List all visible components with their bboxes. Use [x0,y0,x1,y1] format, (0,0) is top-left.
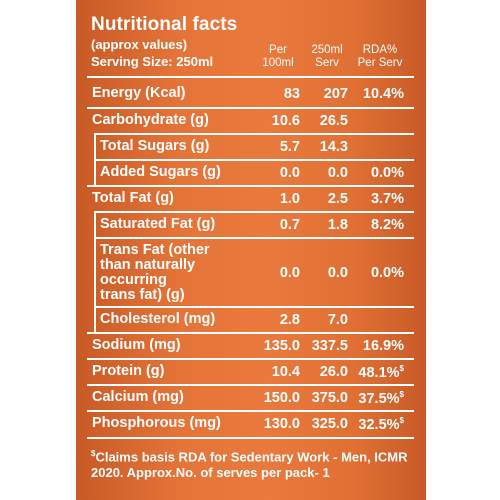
value-per-100ml: 5.7 [279,139,300,155]
value-per-serving: 1.8 [327,217,348,233]
value-per-100ml: 130.0 [263,416,300,432]
row-label-protein: Protein (g) [92,363,165,379]
row-label-sodium: Sodium (mg) [92,337,181,353]
value-per-serving: 0.0 [327,265,348,281]
row-divider [95,237,414,239]
serving-size: Serving Size: 250ml [91,54,214,69]
row-label-phosphorous: Phosphorous (mg) [92,415,221,431]
approx-note: (approx values) [91,37,188,52]
footnote-marker: $ [399,364,404,373]
value-per-100ml: 2.8 [279,312,300,328]
col-header-per-100ml: Per 100ml [262,44,294,69]
footnote: $Claims basis RDA for Sedentary Work - M… [91,449,408,481]
col-header-rda: RDA% Per Serv [357,44,403,69]
footnote-marker: $ [91,449,96,458]
col-header-per-serving: 250ml Serv [311,44,343,69]
value-rda: 32.5%$ [358,416,404,433]
value-per-100ml: 10.4 [271,364,300,380]
value-rda: 16.9% [362,338,404,354]
row-divider [95,211,414,213]
row-divider [95,306,414,308]
row-label-added-sugars: Added Sugars (g) [100,164,221,180]
value-per-100ml: 0.0 [279,265,300,281]
indent-line [94,211,96,332]
footnote-marker: $ [399,416,404,425]
row-divider [87,358,414,360]
row-label-saturated-fat: Saturated Fat (g) [100,216,216,232]
value-per-100ml: 83 [283,86,300,102]
value-rda: 10.4% [362,86,404,102]
value-per-serving: 14.3 [319,139,348,155]
value-per-serving: 207 [323,86,348,102]
row-label-trans-fat: Trans Fat (other than naturally occurring t… [100,242,210,303]
value-rda: 37.5%$ [358,390,404,407]
row-divider [87,185,414,187]
row-label-total-fat: Total Fat (g) [92,190,174,206]
divider-footer [87,437,414,439]
value-per-serving: 26.0 [319,364,348,380]
value-per-serving: 325.0 [311,416,348,432]
row-label-total-sugars: Total Sugars (g) [100,138,210,154]
indent-line [94,133,96,185]
row-divider [87,332,414,334]
row-divider [95,133,414,135]
value-per-100ml: 10.6 [271,113,300,129]
value-per-serving: 375.0 [311,390,348,406]
value-rda: 48.1%$ [358,364,404,381]
row-label-cholesterol: Cholesterol (mg) [100,311,216,327]
value-per-100ml: 150.0 [263,390,300,406]
row-divider [87,384,414,386]
value-per-serving: 7.0 [327,312,348,328]
value-per-100ml: 0.7 [279,217,300,233]
footnote-marker: $ [399,390,404,399]
value-per-100ml: 1.0 [279,191,300,207]
divider-header [87,76,414,78]
value-per-serving: 26.5 [319,113,348,129]
row-label-calcium: Calcium (mg) [92,389,184,405]
nutrition-panel [76,0,426,500]
value-per-serving: 0.0 [327,165,348,181]
value-rda: 0.0% [370,165,404,181]
value-per-serving: 2.5 [327,191,348,207]
value-rda: 8.2% [370,217,404,233]
value-per-100ml: 0.0 [279,165,300,181]
row-divider [95,159,414,161]
value-rda: 0.0% [370,265,404,281]
row-divider [87,107,414,109]
row-label-energy: Energy (Kcal) [92,85,186,101]
row-label-carbohydrate: Carbohydrate (g) [92,112,209,128]
value-per-100ml: 135.0 [263,338,300,354]
row-divider [87,410,414,412]
table-title: Nutritional facts [91,14,238,35]
value-per-serving: 337.5 [311,338,348,354]
value-rda: 3.7% [370,191,404,207]
